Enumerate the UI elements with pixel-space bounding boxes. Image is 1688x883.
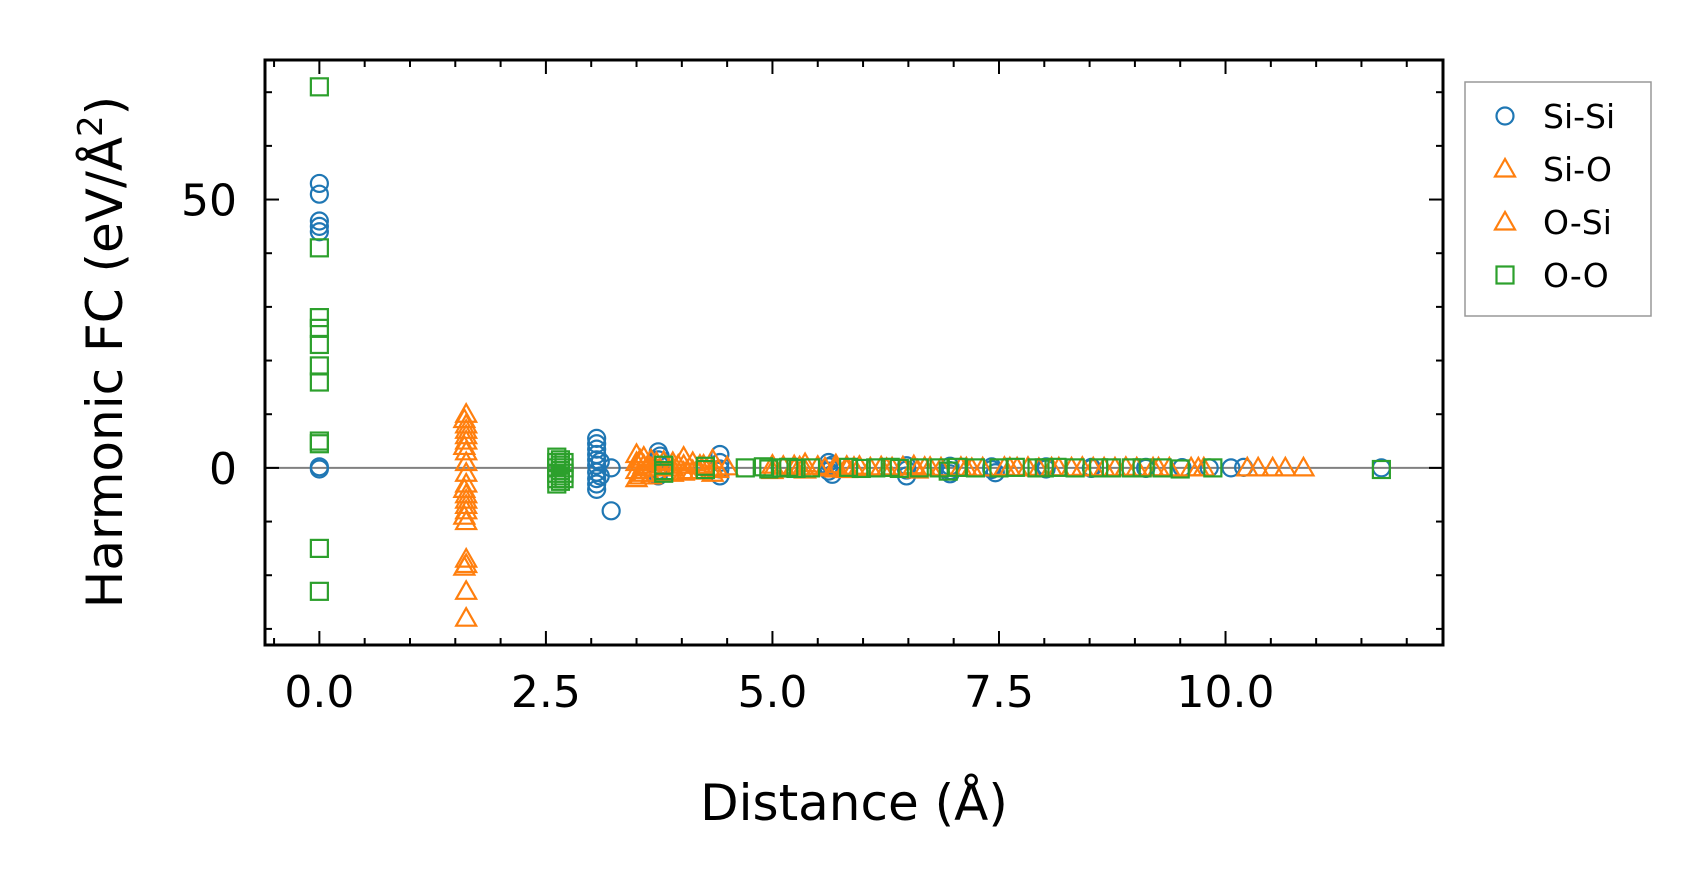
data-point-si-si xyxy=(590,451,610,472)
legend-entry-si-o: Si-O xyxy=(1493,150,1612,189)
data-point-o-si xyxy=(452,434,477,456)
data-point-si-si xyxy=(1221,458,1241,478)
data-point-o-o xyxy=(1371,459,1391,480)
data-point-o-o xyxy=(1152,458,1172,478)
legend-marker xyxy=(1493,156,1517,178)
legend-marker xyxy=(1495,265,1515,285)
legend-marker xyxy=(1493,209,1517,231)
data-point-o-o xyxy=(889,458,909,479)
data-point-si-si xyxy=(309,459,329,479)
x-tick-label: 7.5 xyxy=(964,667,1034,718)
data-point-o-o xyxy=(695,459,715,480)
axis-ticks xyxy=(265,60,1443,645)
legend-label: O-O xyxy=(1543,256,1609,295)
data-point-si-si xyxy=(985,463,1005,483)
data-point-si-si xyxy=(601,501,621,521)
data-point-o-o xyxy=(947,457,967,477)
series-o-o xyxy=(309,77,1391,601)
data-point-o-o xyxy=(1089,458,1109,478)
data-point-si-o xyxy=(624,466,649,488)
data-point-o-o xyxy=(309,434,329,454)
data-point-o-si xyxy=(675,458,700,480)
data-point-o-o xyxy=(866,458,886,478)
legend-entry-o-o: O-O xyxy=(1495,256,1609,295)
plot-frame xyxy=(263,58,1445,647)
legend-label: O-Si xyxy=(1543,203,1612,242)
data-point-o-o xyxy=(851,458,871,479)
data-point-o-o xyxy=(554,469,574,489)
y-axis-title-superscript: 2 xyxy=(71,115,111,137)
data-point-o-si xyxy=(691,452,716,474)
y-axis-title-close: ) xyxy=(76,96,134,116)
data-point-o-si xyxy=(1246,455,1271,477)
axis-tick-labels: 0.0 2.5 5.0 7.5 10.0 0 50 xyxy=(181,176,1275,718)
data-point-o-si xyxy=(635,455,660,477)
data-point-o-o xyxy=(786,458,806,479)
data-point-o-o xyxy=(309,581,329,601)
y-tick-label: 50 xyxy=(181,176,237,227)
data-point-o-o xyxy=(1101,458,1121,478)
data-point-o-si xyxy=(452,554,477,576)
data-point-o-o xyxy=(654,463,674,483)
legend-entry-si-si: Si-Si xyxy=(1495,97,1615,136)
data-point-o-o xyxy=(1034,458,1054,478)
x-tick-label: 0.0 xyxy=(284,667,354,718)
data-point-o-o xyxy=(1065,458,1085,478)
data-point-o-si xyxy=(452,407,477,429)
data-point-o-o xyxy=(838,457,859,477)
data-point-si-o xyxy=(1260,455,1285,477)
data-point-si-o xyxy=(454,579,479,600)
x-axis-title: Distance (Å) xyxy=(700,774,1008,832)
data-point-o-o xyxy=(309,77,329,97)
data-point-si-si xyxy=(309,173,329,194)
data-point-si-o xyxy=(805,454,830,475)
data-point-si-si xyxy=(309,216,329,236)
data-point-si-o xyxy=(1291,455,1316,477)
data-point-si-o xyxy=(454,546,479,568)
legend-entry-o-si: O-Si xyxy=(1493,203,1612,242)
data-point-si-si xyxy=(587,479,607,499)
data-point-o-o xyxy=(800,458,821,478)
x-tick-label: 10.0 xyxy=(1177,667,1275,718)
data-point-o-o xyxy=(309,308,329,328)
data-point-o-o xyxy=(965,458,986,478)
data-point-o-o xyxy=(1170,459,1190,479)
data-points xyxy=(309,77,1391,627)
legend: Si-Si Si-O O-Si O-O xyxy=(1464,81,1652,317)
data-point-o-o xyxy=(1132,458,1152,478)
data-point-o-si xyxy=(452,477,477,498)
x-tick-label: 2.5 xyxy=(511,667,581,718)
data-point-si-si xyxy=(309,184,329,204)
y-axis-title-text: Harmonic FC (eV/Å2) xyxy=(71,96,134,608)
legend-label: Si-Si xyxy=(1543,97,1615,136)
data-point-si-o xyxy=(454,605,479,627)
data-point-o-o xyxy=(909,458,929,478)
data-point-o-o xyxy=(309,238,329,258)
x-tick-label: 5.0 xyxy=(737,667,807,718)
data-point-o-o xyxy=(1005,457,1025,477)
data-point-si-o xyxy=(1273,455,1298,477)
legend-entries: Si-Si Si-O O-Si O-O xyxy=(1493,97,1615,295)
data-point-o-o xyxy=(309,334,329,355)
data-point-o-o xyxy=(753,457,773,477)
data-point-si-si xyxy=(309,211,329,231)
data-point-o-o xyxy=(309,538,329,558)
legend-label: Si-O xyxy=(1543,150,1612,189)
y-axis-title-main: Harmonic FC (eV/Å xyxy=(76,137,134,608)
y-tick-label: 0 xyxy=(209,444,237,495)
y-axis-title: Harmonic FC (eV/Å2) xyxy=(71,96,134,608)
data-point-o-o xyxy=(1121,458,1141,478)
data-point-si-o xyxy=(454,450,479,472)
legend-marker xyxy=(1495,106,1515,126)
data-point-o-o xyxy=(735,458,755,478)
data-point-o-o xyxy=(759,459,779,479)
data-point-si-si xyxy=(601,458,621,478)
data-point-o-si xyxy=(452,503,477,525)
data-point-o-o xyxy=(1047,457,1067,477)
data-point-o-o xyxy=(1203,458,1223,478)
data-point-o-o xyxy=(309,372,329,392)
data-point-si-si xyxy=(587,455,607,475)
